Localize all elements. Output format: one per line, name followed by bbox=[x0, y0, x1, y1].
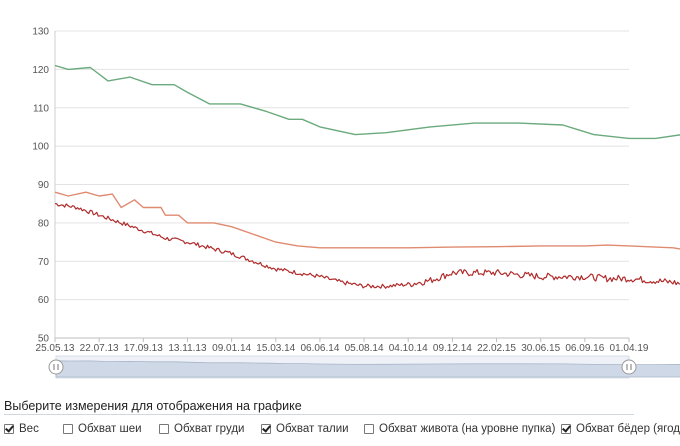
checkbox-box[interactable] bbox=[261, 424, 271, 434]
y-tick-label: 60 bbox=[38, 295, 50, 306]
checkbox-label: Обхват груди bbox=[174, 423, 245, 435]
checkbox-obkhvat-shei[interactable]: Обхват шеи bbox=[63, 423, 142, 435]
checkbox-box[interactable] bbox=[561, 424, 571, 434]
x-tick-label: 09.12.14 bbox=[433, 343, 472, 354]
x-tick-label: 22.02.15 bbox=[477, 343, 516, 354]
checkbox-box[interactable] bbox=[159, 424, 169, 434]
controls-divider bbox=[4, 414, 634, 415]
checkbox-label: Обхват живота (на уровне пупка) bbox=[379, 423, 556, 435]
navigator-series bbox=[55, 360, 680, 378]
series-line-bedra bbox=[55, 203, 680, 289]
x-tick-label: 06.09.16 bbox=[565, 343, 604, 354]
checkbox-box[interactable] bbox=[4, 424, 14, 434]
grid bbox=[55, 30, 629, 339]
x-tick-label: 30.06.15 bbox=[521, 343, 560, 354]
navigator-left-handle[interactable] bbox=[48, 359, 64, 375]
y-tick-label: 90 bbox=[38, 180, 50, 191]
x-tick-label: 05.08.14 bbox=[345, 343, 384, 354]
x-tick-label: 06.06.14 bbox=[300, 343, 339, 354]
x-tick-label: 22.07.13 bbox=[80, 343, 119, 354]
x-axis: 25.05.13 22.07.13 17.09.13 13.11.13 09.01.14… bbox=[36, 337, 649, 354]
x-tick-label: 01.04.19 bbox=[610, 343, 649, 354]
x-tick-label: 15.03.14 bbox=[256, 343, 295, 354]
checkbox-label: Вес bbox=[19, 423, 39, 435]
navigator-right-handle[interactable] bbox=[621, 359, 637, 375]
y-tick-label: 100 bbox=[32, 142, 49, 153]
x-tick-label: 04.10.14 bbox=[389, 343, 428, 354]
checkbox-obkhvat-beder[interactable]: Обхват бёдер (ягодиц) bbox=[561, 423, 680, 435]
y-tick-label: 130 bbox=[32, 27, 49, 38]
controls-title: Выберите измерения для отображения на гр… bbox=[4, 399, 302, 413]
y-tick-label: 80 bbox=[38, 218, 50, 229]
y-axis: 50 60 70 80 90 100 110 120 130 bbox=[32, 27, 56, 345]
series-line-taliya bbox=[54, 191, 680, 250]
y-tick-label: 110 bbox=[33, 103, 49, 114]
navigator[interactable] bbox=[48, 355, 680, 379]
x-tick-label: 13.11.13 bbox=[168, 343, 207, 354]
checkbox-box[interactable] bbox=[63, 424, 73, 434]
series-line-ves bbox=[54, 64, 680, 140]
y-tick-label: 50 bbox=[38, 334, 50, 345]
checkbox-label: Обхват бёдер (ягодиц) bbox=[576, 423, 680, 435]
series-layer bbox=[54, 64, 680, 289]
x-tick-label: 17.09.13 bbox=[124, 343, 163, 354]
measurement-checkboxes: Вес Обхват шеи Обхват груди Обхват талии… bbox=[4, 423, 680, 441]
checkbox-obkhvat-talii[interactable]: Обхват талии bbox=[261, 423, 349, 435]
checkbox-label: Обхват талии bbox=[276, 423, 349, 435]
checkbox-label: Обхват шеи bbox=[78, 423, 142, 435]
checkbox-obkhvat-grudi[interactable]: Обхват груди bbox=[159, 423, 244, 435]
x-tick-label: 25.05.13 bbox=[36, 343, 75, 354]
checkbox-ves[interactable]: Вес bbox=[4, 423, 39, 435]
checkbox-box[interactable] bbox=[364, 424, 374, 434]
y-tick-label: 120 bbox=[32, 65, 49, 76]
x-tick-label: 09.01.14 bbox=[212, 343, 251, 354]
checkbox-obkhvat-zhivota[interactable]: Обхват живота (на уровне пупка) bbox=[364, 423, 555, 435]
y-tick-label: 70 bbox=[38, 257, 50, 268]
